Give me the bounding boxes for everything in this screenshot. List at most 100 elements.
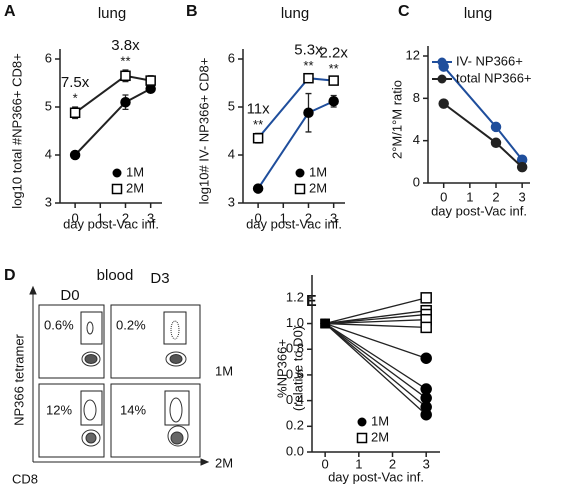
y-tick-label: 3 xyxy=(228,194,235,209)
legend-label: 1M xyxy=(309,164,327,179)
x-tick-label: 3 xyxy=(519,189,526,204)
y-tick-label: 0 xyxy=(413,174,420,189)
slope-line xyxy=(324,297,427,325)
panel-label: D xyxy=(4,267,16,284)
chart-title: lung xyxy=(281,5,309,22)
x-axis-label: day post-Vac inf. xyxy=(328,469,424,484)
legend-label: 2M xyxy=(371,429,389,444)
y-axis-label: 2°M/1°M ratio xyxy=(389,80,404,159)
significance: * xyxy=(73,90,78,105)
fold-change: 3.8x xyxy=(111,37,140,54)
row-label: 2M xyxy=(215,455,233,470)
y-tick-label: 3 xyxy=(45,194,52,209)
y-tick-label: 0.0 xyxy=(286,443,304,458)
fold-change: 11x xyxy=(247,100,271,117)
y-tick-label: 6 xyxy=(228,50,235,65)
arrow-head xyxy=(29,285,37,295)
slope-line xyxy=(324,323,427,408)
legend-marker xyxy=(295,168,305,178)
flow-title: blood xyxy=(97,267,134,284)
flow-box xyxy=(110,304,201,379)
x-axis-label: day post-Vac inf. xyxy=(431,203,527,218)
legend-marker xyxy=(357,417,367,427)
slope-line xyxy=(324,322,427,390)
marker xyxy=(120,96,131,108)
marker xyxy=(252,132,264,144)
x-tick-label: 1 xyxy=(97,210,104,225)
legend-marker xyxy=(437,57,447,67)
x-tick-label: 1 xyxy=(280,210,287,225)
x-tick-label: 3 xyxy=(423,456,430,471)
flow-panel xyxy=(29,285,210,466)
marker xyxy=(303,72,314,84)
marker xyxy=(420,292,432,304)
marker xyxy=(145,75,156,86)
marker xyxy=(490,121,502,133)
y-axis-label: log10 total #NP366+ CD8+ xyxy=(9,53,24,208)
fold-change: 2.2x xyxy=(319,45,348,62)
legend-label: 1M xyxy=(126,164,144,179)
legend-marker xyxy=(294,183,306,195)
flow-y-label: NP366 tetramer xyxy=(11,333,26,425)
legend-label: 2M xyxy=(126,180,144,195)
marker xyxy=(320,318,330,329)
gate xyxy=(164,390,190,426)
flow-box xyxy=(38,383,105,458)
marker xyxy=(69,149,81,161)
y-tick-label: 0.6 xyxy=(286,366,304,381)
y-tick-label: 0.4 xyxy=(286,392,304,407)
percentage: 0.6% xyxy=(44,317,74,332)
flow-box xyxy=(110,383,201,458)
arrow-head xyxy=(200,458,210,466)
x-tick-label: 1 xyxy=(355,456,362,471)
y-tick-label: 0.8 xyxy=(286,341,304,356)
slope-line xyxy=(324,323,427,416)
marker xyxy=(490,137,502,149)
legend-label: 2M xyxy=(309,180,327,195)
legend-marker xyxy=(356,432,368,444)
y-tick-label: 5 xyxy=(45,98,52,113)
fold-change: 5.3x xyxy=(294,41,323,58)
y-axis-label: (relative to D0) xyxy=(290,326,305,411)
y-tick-label: 4 xyxy=(45,146,52,161)
x-tick-label: 0 xyxy=(440,189,447,204)
flow-box xyxy=(38,304,105,379)
slope-line xyxy=(324,323,427,399)
x-tick-label: 0 xyxy=(71,210,78,225)
y-tick-label: 5 xyxy=(228,98,235,113)
slope-line xyxy=(325,322,427,329)
y-tick-label: 12 xyxy=(406,47,420,62)
contours xyxy=(81,320,189,447)
gate xyxy=(163,311,187,345)
x-tick-label: 2 xyxy=(122,210,129,225)
y-tick-label: 1.2 xyxy=(286,289,304,304)
panel-label: C xyxy=(398,3,410,20)
chart-title: lung xyxy=(464,5,492,22)
marker xyxy=(420,408,432,421)
x-tick-label: 3 xyxy=(147,210,154,225)
marker xyxy=(438,98,449,109)
marker xyxy=(120,70,131,82)
percentage: 12% xyxy=(46,402,72,417)
legend-marker xyxy=(437,74,447,84)
y-axis-label: log10# IV- NP366+ CD8+ xyxy=(196,58,211,205)
marker xyxy=(516,161,528,173)
y-tick-label: 1.0 xyxy=(286,315,304,330)
marker xyxy=(303,107,314,119)
y-tick-label: 4 xyxy=(228,146,235,161)
marker xyxy=(328,95,339,107)
legend-label: 1M xyxy=(371,413,389,428)
marker xyxy=(420,321,432,334)
marker xyxy=(252,183,264,194)
slope-line xyxy=(325,313,427,325)
legend-marker xyxy=(111,183,123,195)
percentage: 14% xyxy=(120,402,146,417)
significance: ** xyxy=(329,61,339,76)
series-line xyxy=(74,87,152,156)
significance: ** xyxy=(253,117,263,132)
y-tick-label: 6 xyxy=(45,50,52,65)
chart-title: lung xyxy=(98,5,126,22)
x-tick-label: 2 xyxy=(389,456,396,471)
fold-change: 7.5x xyxy=(61,74,90,91)
